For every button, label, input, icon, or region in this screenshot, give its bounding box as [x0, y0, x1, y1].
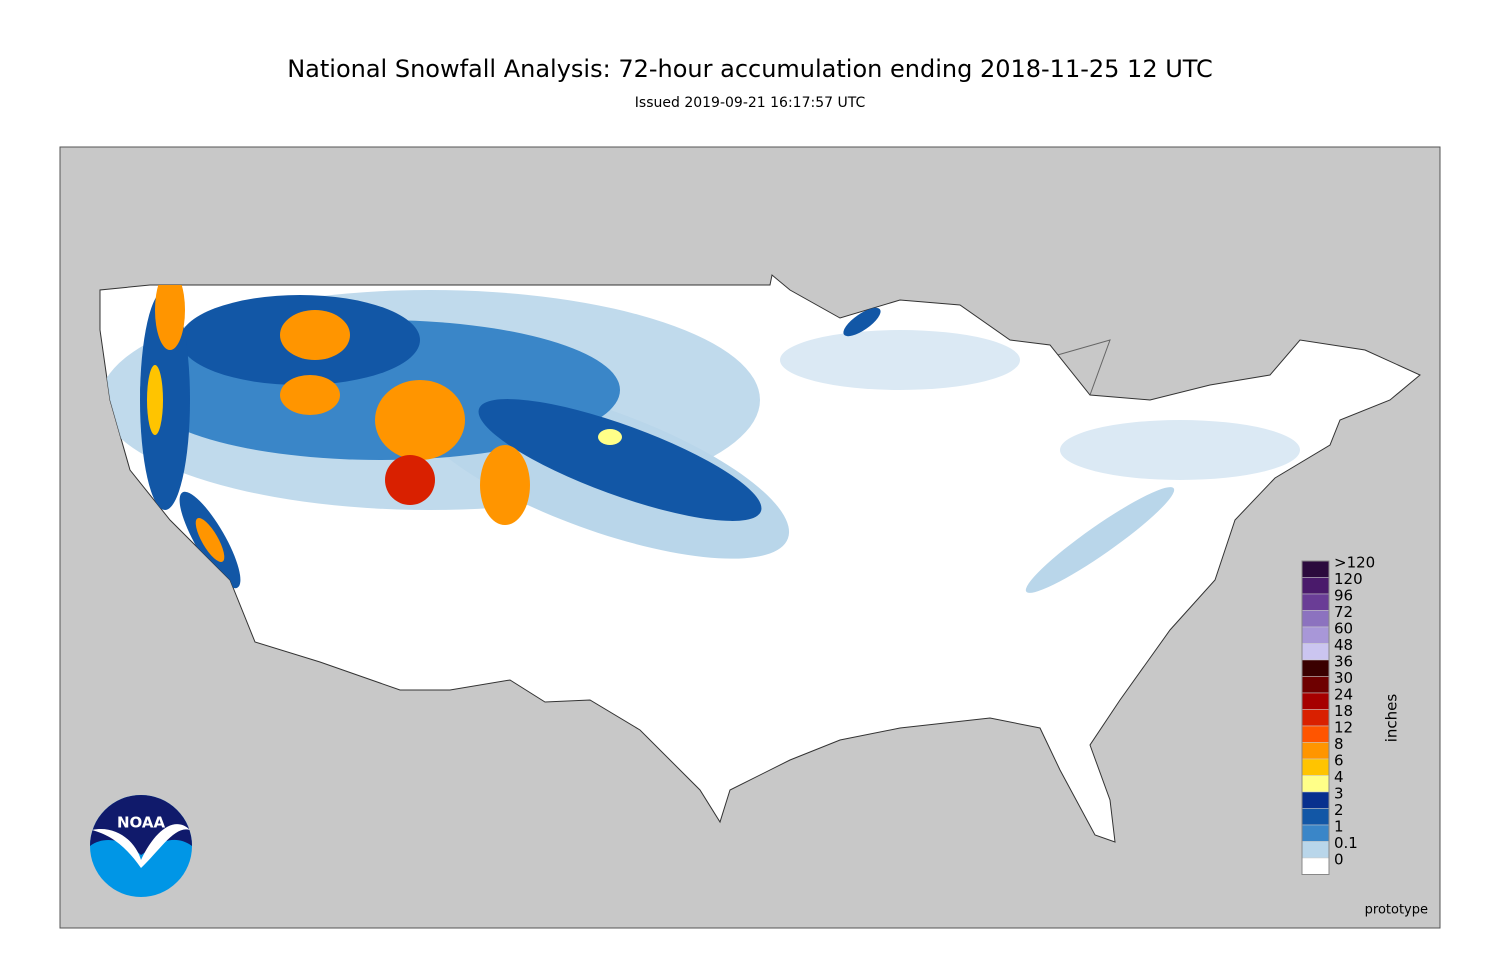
legend-label: 0 — [1334, 851, 1344, 869]
legend-swatch — [1301, 857, 1330, 875]
legend-swatch — [1301, 692, 1330, 710]
legend-label: 8 — [1334, 735, 1344, 753]
legend-swatch — [1301, 560, 1330, 578]
legend-swatch — [1301, 643, 1330, 661]
legend-label: 30 — [1334, 669, 1353, 687]
legend-swatch — [1301, 841, 1330, 859]
legend-label: 48 — [1334, 636, 1353, 654]
legend-label: 6 — [1334, 752, 1344, 770]
legend-label: 12 — [1334, 719, 1353, 737]
note: prototype — [1365, 903, 1428, 918]
legend-swatch — [1301, 676, 1330, 694]
map — [59, 146, 1441, 929]
snow-field — [100, 275, 1300, 593]
legend-swatch — [1301, 824, 1330, 842]
legend-label: 0.1 — [1334, 834, 1358, 852]
legend-label: 36 — [1334, 653, 1353, 671]
legend-swatch — [1301, 808, 1330, 826]
legend-frame — [1301, 560, 1330, 875]
subtitle: Issued 2019-09-21 16:17:57 UTC — [635, 95, 866, 111]
legend-swatch — [1301, 659, 1330, 677]
legend-label: 18 — [1334, 702, 1353, 720]
legend-swatch — [1301, 709, 1330, 727]
legend-swatch — [1301, 775, 1330, 793]
legend-label: >120 — [1334, 554, 1375, 572]
legend-label: 72 — [1334, 603, 1353, 621]
legend-label: 60 — [1334, 620, 1353, 638]
legend-label: 2 — [1334, 801, 1344, 819]
logo-text: NOAA — [117, 814, 166, 832]
legend-swatch — [1301, 610, 1330, 628]
legend-swatch — [1301, 742, 1330, 760]
legend-label: 4 — [1334, 768, 1344, 786]
legend-label: 24 — [1334, 686, 1353, 704]
legend-label: 96 — [1334, 587, 1353, 605]
legend-units: inches — [1383, 694, 1401, 743]
lake-snow — [843, 307, 881, 337]
legend-swatch — [1301, 593, 1330, 611]
legend-swatch — [1301, 725, 1330, 743]
legend-swatch — [1301, 626, 1330, 644]
legend-label: 1 — [1334, 818, 1344, 836]
legend-label: 120 — [1334, 570, 1363, 588]
legend-label: 3 — [1334, 785, 1344, 803]
title: National Snowfall Analysis: 72-hour accu… — [287, 55, 1213, 83]
legend-swatch — [1301, 577, 1330, 595]
legend-swatch — [1301, 758, 1330, 776]
noaa-logo: NOAA — [90, 795, 192, 897]
legend-swatch — [1301, 791, 1330, 809]
